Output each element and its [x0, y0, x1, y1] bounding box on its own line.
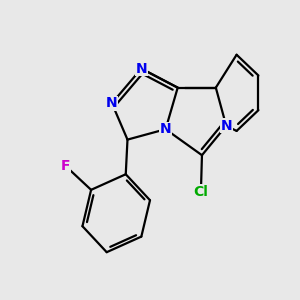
Text: N: N	[220, 119, 232, 133]
Text: N: N	[160, 122, 171, 136]
Text: Cl: Cl	[194, 184, 208, 199]
Text: N: N	[106, 96, 118, 110]
Text: F: F	[60, 159, 70, 172]
Text: N: N	[136, 61, 147, 76]
